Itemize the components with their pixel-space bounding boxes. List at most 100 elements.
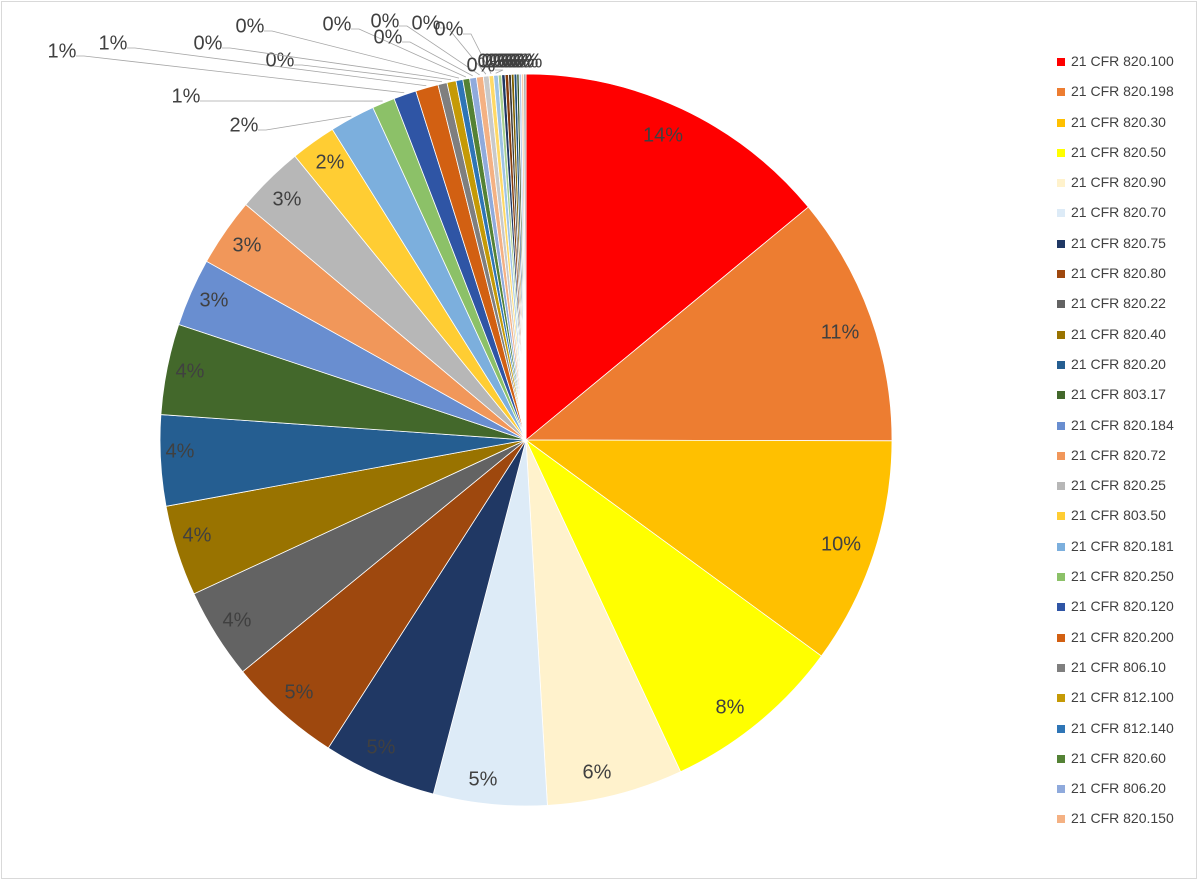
data-label-32: 0% bbox=[486, 50, 515, 72]
data-label-22: 0% bbox=[194, 32, 223, 54]
legend-label: 21 CFR 820.20 bbox=[1071, 355, 1166, 372]
legend-swatch bbox=[1057, 451, 1065, 460]
leader-line-28 bbox=[463, 33, 492, 74]
legend-swatch bbox=[1057, 663, 1065, 672]
legend-item: 21 CFR 820.75 bbox=[1053, 233, 1198, 263]
legend-label: 21 CFR 820.60 bbox=[1071, 749, 1166, 766]
data-label-39: 0% bbox=[514, 50, 543, 72]
leader-line-20 bbox=[127, 47, 427, 87]
legend-swatch bbox=[1057, 694, 1065, 703]
data-label-16: 2% bbox=[316, 151, 345, 173]
legend-label: 21 CFR 820.198 bbox=[1071, 83, 1174, 100]
data-label-6: 5% bbox=[469, 768, 498, 790]
data-label-1: 14% bbox=[643, 124, 683, 146]
legend-label: 21 CFR 820.72 bbox=[1071, 446, 1166, 463]
legend-label: 21 CFR 803.17 bbox=[1071, 386, 1166, 403]
pie-slice-3 bbox=[524, 439, 893, 657]
data-label-26: 0% bbox=[371, 10, 400, 32]
legend-item: 21 CFR 820.198 bbox=[1053, 81, 1198, 111]
legend-swatch bbox=[1057, 330, 1065, 339]
data-label-4: 8% bbox=[716, 696, 745, 718]
legend-label: 21 CFR 820.181 bbox=[1071, 537, 1174, 554]
legend-label: 21 CFR 820.184 bbox=[1071, 416, 1174, 433]
legend-label: 21 CFR 820.75 bbox=[1071, 234, 1166, 251]
legend-swatch bbox=[1057, 360, 1065, 369]
legend-item: 21 CFR 820.50 bbox=[1053, 142, 1198, 172]
legend-swatch bbox=[1057, 270, 1065, 279]
legend-swatch bbox=[1057, 815, 1065, 824]
data-label-27: 0% bbox=[412, 12, 441, 34]
data-label-7: 5% bbox=[367, 736, 396, 758]
data-label-18: 1% bbox=[172, 85, 201, 107]
legend-swatch bbox=[1057, 118, 1065, 127]
legend-swatch bbox=[1057, 603, 1065, 612]
legend-label: 21 CFR 820.22 bbox=[1071, 295, 1166, 312]
legend-swatch bbox=[1057, 391, 1065, 400]
legend-swatch bbox=[1057, 88, 1065, 97]
legend-item: 21 CFR 806.10 bbox=[1053, 657, 1198, 687]
legend-item: 21 CFR 820.80 bbox=[1053, 263, 1198, 293]
pie-slice-39 bbox=[523, 73, 527, 441]
legend-swatch bbox=[1057, 239, 1065, 248]
chart-legend: 21 CFR 820.100 21 CFR 820.198 21 CFR 820.3… bbox=[1053, 51, 1198, 839]
data-label-38: 0% bbox=[510, 50, 539, 72]
data-label-15: 3% bbox=[273, 188, 302, 210]
legend-item: 21 CFR 820.70 bbox=[1053, 202, 1198, 232]
data-label-13: 3% bbox=[200, 289, 229, 311]
legend-label: 21 CFR 820.25 bbox=[1071, 477, 1166, 494]
leader-line-21 bbox=[294, 64, 443, 83]
legend-swatch bbox=[1057, 724, 1065, 733]
legend-label: 21 CFR 820.250 bbox=[1071, 568, 1174, 585]
data-label-33: 0% bbox=[490, 50, 519, 72]
data-label-20: 1% bbox=[99, 32, 128, 54]
data-label-14: 3% bbox=[233, 234, 262, 256]
data-label-31: 0% bbox=[482, 50, 511, 72]
legend-swatch bbox=[1057, 482, 1065, 491]
leader-line-27 bbox=[440, 27, 487, 75]
legend-swatch bbox=[1057, 754, 1065, 763]
legend-label: 21 CFR 820.90 bbox=[1071, 174, 1166, 191]
leader-line-26 bbox=[399, 25, 480, 76]
data-label-8: 5% bbox=[285, 681, 314, 703]
legend-item: 21 CFR 820.60 bbox=[1053, 748, 1198, 778]
legend-item: 21 CFR 803.50 bbox=[1053, 505, 1198, 535]
legend-swatch bbox=[1057, 512, 1065, 521]
legend-swatch bbox=[1057, 300, 1065, 309]
legend-label: 21 CFR 812.100 bbox=[1071, 689, 1174, 706]
data-label-21: 0% bbox=[266, 49, 295, 71]
data-label-5: 6% bbox=[583, 761, 612, 783]
legend-label: 21 CFR 820.150 bbox=[1071, 810, 1174, 827]
pie-slice-5 bbox=[525, 439, 682, 806]
legend-label: 21 CFR 820.80 bbox=[1071, 265, 1166, 282]
legend-label: 21 CFR 820.70 bbox=[1071, 204, 1166, 221]
legend-label: 21 CFR 806.10 bbox=[1071, 658, 1166, 675]
legend-label: 21 CFR 820.40 bbox=[1071, 325, 1166, 342]
pie-slice-1 bbox=[525, 73, 809, 441]
data-label-25: 0% bbox=[374, 26, 403, 48]
legend-swatch bbox=[1057, 58, 1065, 66]
data-label-30: 0% bbox=[478, 50, 507, 72]
legend-item: 21 CFR 820.40 bbox=[1053, 324, 1198, 354]
legend-swatch bbox=[1057, 785, 1065, 794]
legend-label: 21 CFR 803.50 bbox=[1071, 507, 1166, 524]
legend-item: 21 CFR 820.250 bbox=[1053, 566, 1198, 596]
leader-line-22 bbox=[222, 47, 452, 81]
legend-item: 21 CFR 820.100 bbox=[1053, 51, 1198, 81]
legend-swatch bbox=[1057, 148, 1065, 157]
leader-line-17 bbox=[258, 115, 352, 131]
legend-swatch bbox=[1057, 421, 1065, 430]
legend-label: 21 CFR 812.140 bbox=[1071, 719, 1174, 736]
data-label-11: 4% bbox=[166, 440, 195, 462]
data-label-2: 11% bbox=[821, 321, 860, 343]
data-label-12: 4% bbox=[176, 360, 205, 382]
legend-swatch bbox=[1057, 573, 1065, 582]
legend-label: 21 CFR 820.100 bbox=[1071, 53, 1174, 69]
legend-label: 21 CFR 820.50 bbox=[1071, 143, 1166, 160]
data-label-3: 10% bbox=[821, 533, 861, 555]
legend-label: 21 CFR 820.200 bbox=[1071, 628, 1174, 645]
legend-item: 21 CFR 812.100 bbox=[1053, 687, 1198, 717]
leader-line-19 bbox=[76, 55, 405, 94]
data-label-10: 4% bbox=[183, 524, 212, 546]
legend-item: 21 CFR 820.90 bbox=[1053, 172, 1198, 202]
